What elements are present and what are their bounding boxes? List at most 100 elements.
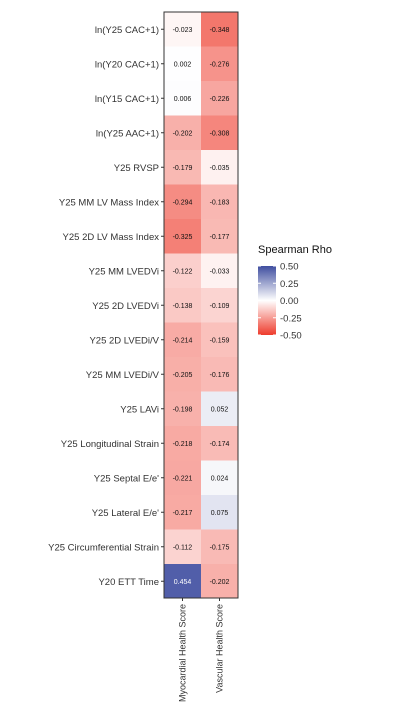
y-tick-label: ln(Y25 AAC+1) bbox=[96, 128, 159, 139]
heatmap-cell bbox=[201, 322, 238, 357]
y-tick-label: Y25 RVSP bbox=[114, 163, 159, 174]
heatmap-cell bbox=[164, 12, 201, 47]
panel-border bbox=[163, 11, 239, 599]
legend-tick-label: 0.00 bbox=[280, 296, 299, 307]
x-axis: Myocardial Health Score Vascular Health S… bbox=[178, 598, 225, 702]
y-tick-label: Y20 ETT Time bbox=[98, 577, 159, 588]
heatmap-cell bbox=[164, 253, 201, 288]
y-tick-label: Y25 Longitudinal Strain bbox=[61, 439, 159, 450]
cell-value-label: -0.325 bbox=[173, 234, 193, 241]
cell-value-label: -0.348 bbox=[210, 27, 230, 34]
cell-value-label: -0.109 bbox=[210, 303, 230, 310]
heatmap-cell bbox=[201, 253, 238, 288]
cell-value-label: 0.454 bbox=[174, 579, 192, 586]
cell-value-label: -0.226 bbox=[210, 96, 230, 103]
heatmap-cell bbox=[201, 115, 238, 150]
x-tick-label: Vascular Health Score bbox=[215, 604, 225, 693]
legend-title: Spearman Rho bbox=[258, 244, 332, 256]
heatmap-cell bbox=[201, 81, 238, 116]
color-legend: 0.50 0.25 0.00 -0.25 -0.50 bbox=[258, 262, 302, 342]
cell-value-label: -0.221 bbox=[173, 475, 193, 482]
y-tick-label: ln(Y25 CAC+1) bbox=[95, 25, 159, 36]
heatmap-cell bbox=[164, 322, 201, 357]
y-tick-label: Y25 2D LVEDVi bbox=[92, 301, 159, 312]
y-tick-label: ln(Y15 CAC+1) bbox=[95, 94, 159, 105]
heatmap-cell bbox=[201, 12, 238, 47]
heatmap-cell bbox=[201, 529, 238, 564]
legend-tick-label: -0.50 bbox=[280, 331, 302, 342]
x-tick-label: Myocardial Health Score bbox=[178, 604, 188, 702]
heatmap-cell bbox=[164, 426, 201, 461]
legend-tick-label: -0.25 bbox=[280, 313, 302, 324]
legend-tick-label: 0.25 bbox=[280, 279, 299, 290]
y-tick-label: Y25 Septal E/e' bbox=[94, 473, 159, 484]
cell-value-label: -0.023 bbox=[173, 27, 193, 34]
heatmap-cell bbox=[164, 529, 201, 564]
heatmap-cell bbox=[164, 564, 201, 599]
heatmap-cell bbox=[201, 219, 238, 254]
cell-value-label: -0.177 bbox=[210, 234, 230, 241]
heatmap-cell bbox=[164, 219, 201, 254]
heatmap-cell bbox=[164, 460, 201, 495]
heatmap-cell bbox=[164, 150, 201, 185]
y-tick-label: Y25 MM LVEDi/V bbox=[86, 370, 160, 381]
cell-value-label: -0.159 bbox=[210, 337, 230, 344]
heatmap-cell bbox=[164, 357, 201, 392]
cell-value-label: -0.218 bbox=[173, 441, 193, 448]
heatmap-cell bbox=[164, 495, 201, 530]
cell-value-label: -0.214 bbox=[173, 337, 193, 344]
heatmap-cell bbox=[164, 288, 201, 323]
heatmap-cell bbox=[201, 357, 238, 392]
heatmap-cell bbox=[201, 391, 238, 426]
cell-value-label: -0.308 bbox=[210, 130, 230, 137]
y-tick-label: ln(Y20 CAC+1) bbox=[95, 59, 159, 70]
heatmap-cell bbox=[201, 426, 238, 461]
cell-value-label: -0.202 bbox=[173, 130, 193, 137]
cell-value-label: -0.138 bbox=[173, 303, 193, 310]
cell-value-label: 0.052 bbox=[211, 406, 229, 413]
cell-value-label: -0.112 bbox=[173, 544, 192, 551]
cell-value-label: -0.276 bbox=[210, 61, 230, 68]
cell-value-label: -0.217 bbox=[173, 510, 193, 517]
heatmap-cell bbox=[201, 46, 238, 81]
y-tick-label: Y25 MM LV Mass Index bbox=[59, 197, 159, 208]
cell-value-label: 0.075 bbox=[211, 510, 229, 517]
heatmap-cell bbox=[201, 564, 238, 599]
y-tick-label: Y25 Lateral E/e' bbox=[92, 508, 159, 519]
heatmap-cell bbox=[164, 391, 201, 426]
cell-value-label: -0.179 bbox=[173, 165, 193, 172]
legend-tick-label: 0.50 bbox=[280, 262, 299, 273]
y-tick-label: Y25 LAVi bbox=[120, 404, 159, 415]
heatmap-cell bbox=[201, 288, 238, 323]
y-axis: ln(Y25 CAC+1) ln(Y20 CAC+1) ln(Y15 CAC+1) l… bbox=[48, 25, 164, 588]
heatmap-cell bbox=[201, 150, 238, 185]
y-tick-label: Y25 Circumferential Strain bbox=[48, 542, 159, 553]
heatmap-cell bbox=[164, 115, 201, 150]
heatmap-cell bbox=[164, 184, 201, 219]
y-tick-label: Y25 2D LVEDi/V bbox=[89, 335, 159, 346]
heatmap-cell bbox=[201, 460, 238, 495]
cell-value-label: 0.006 bbox=[174, 96, 192, 103]
legend-ticks: 0.50 0.25 0.00 -0.25 -0.50 bbox=[258, 262, 302, 342]
cell-value-label: -0.122 bbox=[173, 268, 193, 275]
heatmap-cell bbox=[164, 81, 201, 116]
cell-value-label: -0.205 bbox=[173, 372, 193, 379]
cell-value-labels: -0.023 -0.348 0.002 -0.276 0.006 -0.226 -0.202… bbox=[173, 27, 230, 586]
heatmap-cells bbox=[164, 12, 238, 599]
cell-value-label: -0.198 bbox=[173, 406, 193, 413]
y-tick-label: Y25 MM LVEDVi bbox=[89, 266, 159, 277]
cell-value-label: -0.183 bbox=[210, 199, 230, 206]
cell-value-label: -0.294 bbox=[173, 199, 193, 206]
cell-value-label: 0.002 bbox=[174, 61, 192, 68]
y-tick-label: Y25 2D LV Mass Index bbox=[63, 232, 160, 243]
heatmap-cell bbox=[201, 495, 238, 530]
cell-value-label: -0.202 bbox=[210, 579, 230, 586]
cell-value-label: -0.176 bbox=[210, 372, 230, 379]
cell-value-label: -0.174 bbox=[210, 441, 230, 448]
cell-value-label: -0.175 bbox=[210, 544, 230, 551]
cell-value-label: -0.033 bbox=[210, 268, 230, 275]
heatmap-cell bbox=[201, 184, 238, 219]
cell-value-label: -0.035 bbox=[210, 165, 230, 172]
